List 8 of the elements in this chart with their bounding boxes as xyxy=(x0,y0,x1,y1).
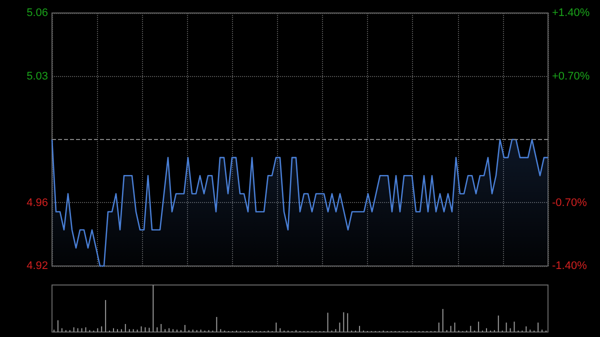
y-tick-label: 4.96 xyxy=(26,196,48,209)
y2-tick-label: +1.40% xyxy=(552,7,590,19)
y2-tick-label: +0.70% xyxy=(552,70,590,82)
y-tick-label: 5.03 xyxy=(26,70,48,82)
y-tick-label: 4.92 xyxy=(26,260,48,272)
y2-tick-label: -0.70% xyxy=(552,196,588,209)
y-tick-label: 5.06 xyxy=(26,7,48,19)
y2-tick-label: -1.40% xyxy=(552,260,588,272)
